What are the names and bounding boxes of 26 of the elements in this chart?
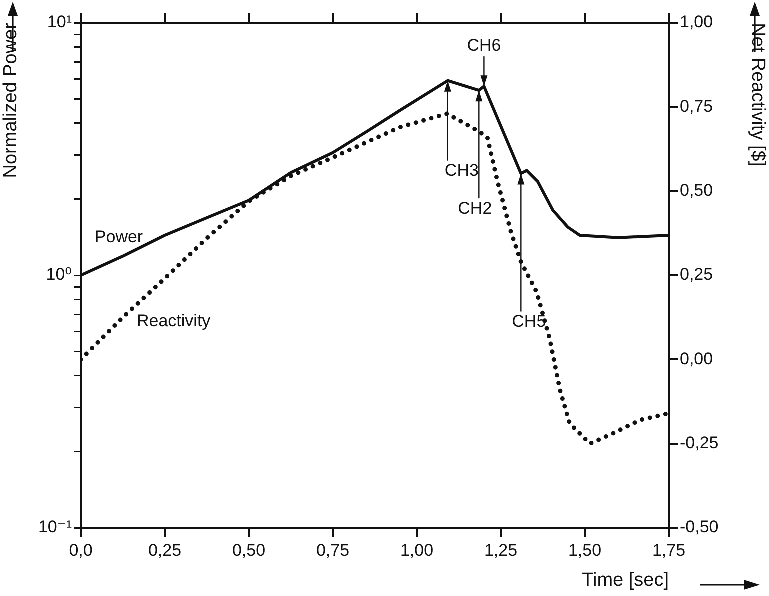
y2-tick-label: 1,00 — [680, 12, 714, 32]
x-tick-label: 1,25 — [484, 540, 518, 560]
y-tick-label: 10⁻¹ — [38, 518, 72, 537]
y-tick-label: 10¹ — [47, 12, 72, 32]
series-label: Power — [94, 228, 144, 247]
y2-tick-label: 0,25 — [680, 265, 714, 284]
y2-tick-label: -0,50 — [680, 518, 719, 537]
y-tick-label: 10⁰ — [46, 265, 72, 284]
x-tick-label: 0,75 — [316, 540, 350, 560]
y2-tick-label: 0,50 — [680, 181, 714, 200]
annotation: CH3 — [444, 161, 479, 180]
x-tick-label: 1,50 — [568, 540, 602, 560]
x-tick-label: 0,25 — [148, 540, 182, 560]
x-axis-title: Time [sec] — [582, 570, 669, 591]
y2-tick-label: -0,25 — [680, 434, 719, 453]
y2-tick-label: 0,00 — [680, 349, 714, 368]
annotation: CH5 — [512, 312, 546, 331]
y2-tick-label: 0,75 — [680, 96, 714, 116]
annotation: CH2 — [458, 198, 492, 218]
y-axis-title: Normalized Power — [0, 22, 22, 178]
annotation: CH6 — [467, 36, 502, 55]
x-tick-label: 1,75 — [652, 540, 686, 560]
x-tick-label: 1,00 — [400, 540, 434, 560]
x-tick-label: 0,50 — [232, 540, 266, 560]
series-label: Reactivity — [137, 311, 212, 330]
x-tick-label: 0,0 — [69, 540, 93, 560]
